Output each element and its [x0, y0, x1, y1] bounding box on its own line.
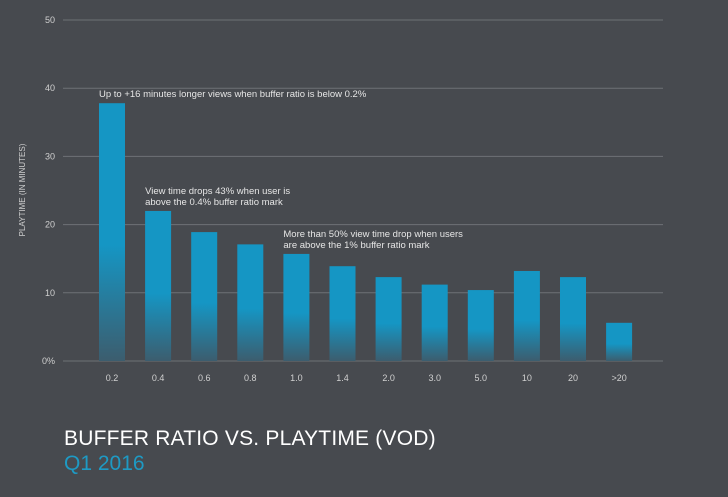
bar-10 [513, 270, 540, 361]
y-tick-label: 20 [45, 220, 55, 230]
bar-_20 [606, 322, 633, 361]
x-tick-label: 0.6 [198, 373, 211, 383]
bar-20 [560, 277, 586, 361]
bar-0_4 [145, 210, 172, 361]
x-tick-label: 0.4 [152, 373, 165, 383]
x-tick-label: 0.8 [244, 373, 257, 383]
bar-3_0 [421, 284, 448, 361]
x-axis-ticks: 0.2 0.4 0.6 0.8 1.0 1.4 2.0 3.0 5.0 10 20 >20 [106, 373, 627, 383]
x-tick-label: 10 [522, 373, 532, 383]
bar-1_0 [283, 253, 310, 361]
bar-1_4 [329, 266, 356, 361]
bar-2_0 [375, 277, 402, 361]
y-tick-label: 10 [45, 288, 55, 298]
annotation-text: above the 0.4% buffer ratio mark [145, 197, 283, 208]
buffer-ratio-chart: 0% 10 20 30 40 50 0.2 0.4 0.6 0.8 1.0 1.4 2.0 3.0 5.0… [18, 15, 663, 383]
x-tick-label: 1.0 [290, 373, 303, 383]
annotation-text: More than 50% view time drop when users [283, 229, 463, 240]
x-tick-label: 5.0 [475, 373, 488, 383]
bar-0_2 [99, 103, 125, 361]
annotation-text: Up to +16 minutes longer views when buff… [99, 89, 367, 100]
x-tick-label: 3.0 [428, 373, 441, 383]
y-tick-label: 0% [42, 356, 55, 366]
y-tick-label: 50 [45, 15, 55, 25]
y-axis-label: PLAYTIME (IN MINUTES) [18, 143, 27, 236]
bar-0_8 [237, 244, 264, 361]
chart-title: BUFFER RATIO VS. PLAYTIME (VOD) [64, 427, 436, 450]
x-tick-label: 0.2 [106, 373, 119, 383]
bars [99, 103, 633, 361]
annotations: Up to +16 minutes longer views when buff… [99, 89, 463, 251]
y-axis-ticks: 0% 10 20 30 40 50 [42, 15, 55, 366]
annotation-text: View time drops 43% when user is [145, 186, 290, 197]
y-tick-label: 40 [45, 83, 55, 93]
x-tick-label: 2.0 [382, 373, 395, 383]
bar-5_0 [467, 290, 494, 361]
y-tick-label: 30 [45, 151, 55, 161]
annotation-text: are above the 1% buffer ratio mark [283, 240, 429, 251]
bar-0_6 [191, 232, 218, 361]
chart-subtitle: Q1 2016 [64, 452, 145, 475]
x-tick-label: >20 [611, 373, 626, 383]
x-tick-label: 20 [568, 373, 578, 383]
x-tick-label: 1.4 [336, 373, 349, 383]
